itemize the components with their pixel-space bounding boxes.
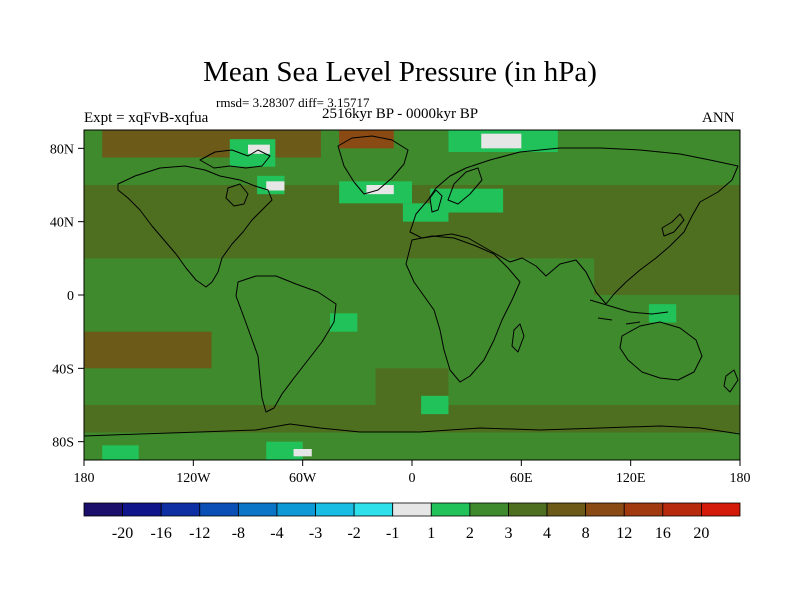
coast-africa: [405, 235, 521, 383]
colorbar-label-10: 3: [504, 525, 512, 542]
pressure-region-20: [266, 181, 285, 191]
colorbar-swatch-7: [353, 502, 394, 517]
pressure-region-7: [339, 130, 394, 149]
colorbar-label-13: 12: [616, 525, 632, 542]
colorbar-swatch-15: [662, 502, 702, 517]
colorbar-label-15: 20: [693, 525, 709, 542]
colorbar-label-5: -3: [309, 525, 322, 542]
season-label: ANN: [702, 110, 735, 126]
x-tick-label-4: 60E: [510, 471, 533, 486]
x-tick-label-0: 180: [74, 471, 95, 486]
pressure-region-6: [102, 130, 321, 158]
colorbar-label-7: -1: [386, 525, 399, 542]
colorbar-swatch-10: [469, 502, 509, 517]
colorbar-swatch-8: [392, 502, 432, 517]
pressure-region-23: [248, 144, 270, 154]
chart-title: Mean Sea Level Pressure (in hPa): [203, 56, 597, 88]
rmsd-diff-stats: rmsd= 3.28307 diff= 3.15717: [216, 95, 370, 110]
coast-australia: [619, 321, 703, 381]
pressure-region-15: [102, 445, 139, 460]
colorbar-label-0: -20: [112, 525, 133, 542]
coast-new-zealand: [723, 369, 739, 393]
colorbar-label-14: 16: [655, 525, 671, 542]
colorbar-swatch-12: [546, 502, 587, 517]
pressure-region-21: [366, 185, 394, 195]
x-tick-label-6: 180: [730, 471, 751, 486]
colorbar-label-3: -8: [232, 525, 245, 542]
coast-arctic-islands: [199, 149, 271, 169]
pressure-region-17: [330, 313, 358, 332]
pressure-region-12: [402, 203, 449, 222]
x-tick-label-3: 0: [409, 471, 416, 486]
pressure-region-4: [84, 405, 740, 433]
period-label: 2516kyr BP - 0000kyr BP: [322, 106, 479, 122]
coast-eurasia: [409, 147, 739, 305]
pressure-region-16: [421, 395, 449, 415]
coast-madagascar: [511, 323, 525, 353]
colorbar-label-9: 2: [466, 525, 474, 542]
x-tick-label-1: 120W: [176, 471, 211, 486]
y-tick-label-2: 0: [67, 289, 74, 304]
colorbar-swatch-3: [199, 502, 239, 517]
colorbar-swatch-5: [276, 502, 316, 517]
colorbar-label-11: 4: [543, 525, 551, 542]
map-axes: 180 120W 60W 0 60E 120E 180 80N 40N 0 40S 80S: [50, 142, 751, 486]
colorbar-swatch-9: [430, 502, 471, 517]
coastlines: [84, 135, 740, 437]
colorbar-label-2: -12: [189, 525, 210, 542]
pressure-field: [84, 130, 740, 460]
colorbar: -20 -16 -12 -8 -4 -3 -2 -1 1 2 3 4 8 12 16 20: [83, 502, 741, 542]
pressure-region-2: [84, 331, 212, 369]
y-tick-label-1: 40N: [50, 216, 74, 231]
colorbar-swatch-1: [122, 502, 162, 517]
colorbar-swatch-14: [623, 502, 664, 517]
colorbar-swatch-16: [701, 502, 741, 517]
pressure-region-5: [594, 240, 740, 295]
pressure-region-19: [481, 133, 522, 149]
colorbar-swatch-0: [83, 502, 123, 517]
colorbar-swatch-11: [508, 502, 548, 517]
coast-greenland: [337, 135, 409, 195]
colorbar-swatch-4: [237, 502, 278, 517]
coast-uk: [429, 189, 443, 213]
x-tick-label-5: 120E: [616, 471, 646, 486]
experiment-label: Expt = xqFvB-xqfua: [84, 110, 209, 126]
y-tick-label-3: 40S: [52, 362, 74, 377]
colorbar-swatch-13: [585, 502, 625, 517]
y-tick-label-0: 80N: [50, 142, 74, 157]
coast-south-america: [235, 275, 337, 413]
x-tick-label-2: 60W: [289, 471, 317, 486]
coast-hudson-bay: [225, 183, 249, 207]
coast-indonesia: [589, 299, 669, 325]
coast-antarctica: [84, 423, 740, 437]
colorbar-swatch-2: [160, 502, 201, 517]
y-tick-label-4: 80S: [52, 436, 74, 451]
pressure-region-18: [648, 304, 677, 323]
colorbar-swatch-6: [315, 502, 355, 517]
coast-north-america: [117, 165, 273, 288]
colorbar-label-12: 8: [582, 525, 590, 542]
colorbar-label-4: -4: [270, 525, 283, 542]
coast-scandinavia: [447, 167, 483, 205]
colorbar-label-6: -2: [347, 525, 360, 542]
colorbar-label-8: 1: [427, 525, 435, 542]
colorbar-label-1: -16: [151, 525, 172, 542]
coast-japan: [661, 213, 685, 237]
pressure-region-22: [293, 449, 312, 457]
